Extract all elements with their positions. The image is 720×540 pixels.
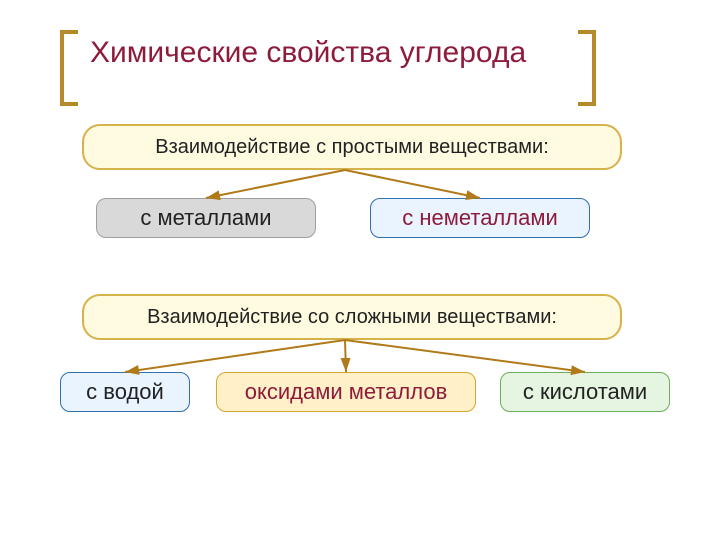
with-water-box: с водой	[60, 372, 190, 412]
arrows-layer	[0, 0, 720, 540]
title-bracket-left	[60, 30, 78, 106]
slide-stage: Химические свойства углерода Взаимодейст…	[0, 0, 720, 540]
title-bracket-right	[578, 30, 596, 106]
simple-substances-header: Взаимодействие с простыми веществами:	[82, 124, 622, 170]
with-metals-box: с металлами	[96, 198, 316, 238]
with-metal-oxides-box: оксидами металлов	[216, 372, 476, 412]
with-acids-box: с кислотами	[500, 372, 670, 412]
slide-title: Химические свойства углерода	[90, 36, 526, 70]
complex-substances-header: Взаимодействие со сложными веществами:	[82, 294, 622, 340]
with-nonmetals-box: с неметаллами	[370, 198, 590, 238]
